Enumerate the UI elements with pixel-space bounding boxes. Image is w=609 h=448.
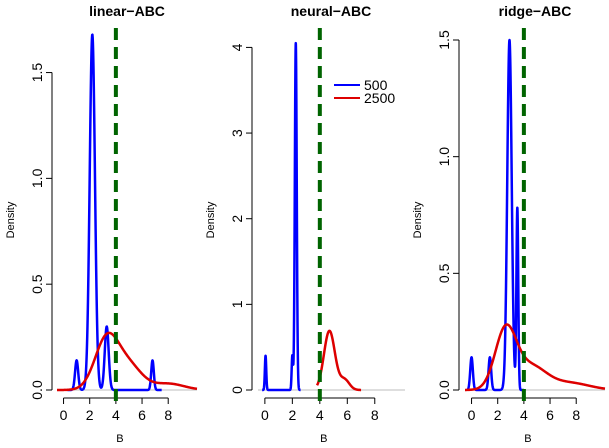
legend-label: 500: [364, 77, 388, 93]
legend-label: 2500: [364, 90, 395, 106]
x-tick-label: 6: [546, 407, 554, 423]
y-tick-label: 2: [229, 215, 245, 223]
series-line-2500: [464, 323, 606, 392]
series-line-2500: [56, 331, 198, 392]
x-tick-label: 6: [138, 407, 146, 423]
x-tick-label: 2: [494, 407, 502, 423]
y-tick-label: 1.0: [436, 147, 452, 167]
y-tick-label: 4: [229, 43, 245, 51]
x-tick-label: 4: [316, 407, 324, 423]
x-tick-label: 0: [60, 407, 68, 423]
x-tick-label: 8: [572, 407, 580, 423]
x-tick-label: 4: [112, 407, 120, 423]
y-tick-label: 0.0: [436, 380, 452, 400]
y-tick-label: 0: [229, 386, 245, 394]
series-line-500: [466, 38, 525, 392]
x-tick-label: 0: [261, 407, 269, 423]
y-tick-label: 3: [229, 129, 245, 137]
y-tick-label: 1: [229, 300, 245, 308]
series-line-2500: [315, 329, 363, 392]
series-line-500: [260, 41, 302, 392]
x-tick-label: 2: [86, 407, 94, 423]
x-axis-label: B: [524, 433, 531, 445]
x-tick-label: 8: [371, 407, 379, 423]
y-tick-label: 0.5: [436, 263, 452, 283]
y-axis-label: Density: [412, 201, 424, 238]
x-tick-label: 2: [288, 407, 296, 423]
x-tick-label: 8: [164, 407, 172, 423]
y-tick-label: 1.0: [29, 168, 45, 188]
x-tick-label: 0: [468, 407, 476, 423]
y-tick-label: 1.5: [436, 30, 452, 50]
x-axis-label: B: [116, 433, 123, 445]
panel-title: ridge−ABC: [499, 3, 572, 19]
y-axis-label: Density: [205, 201, 217, 238]
y-tick-label: 1.5: [29, 63, 45, 83]
panel-title: linear−ABC: [89, 3, 165, 19]
y-tick-label: 0.0: [29, 380, 45, 400]
panel-title: neural−ABC: [291, 3, 372, 19]
y-tick-label: 0.5: [29, 274, 45, 294]
x-axis-label: B: [320, 433, 327, 445]
y-axis-label: Density: [5, 201, 17, 238]
x-tick-label: 6: [343, 407, 351, 423]
x-tick-label: 4: [520, 407, 528, 423]
